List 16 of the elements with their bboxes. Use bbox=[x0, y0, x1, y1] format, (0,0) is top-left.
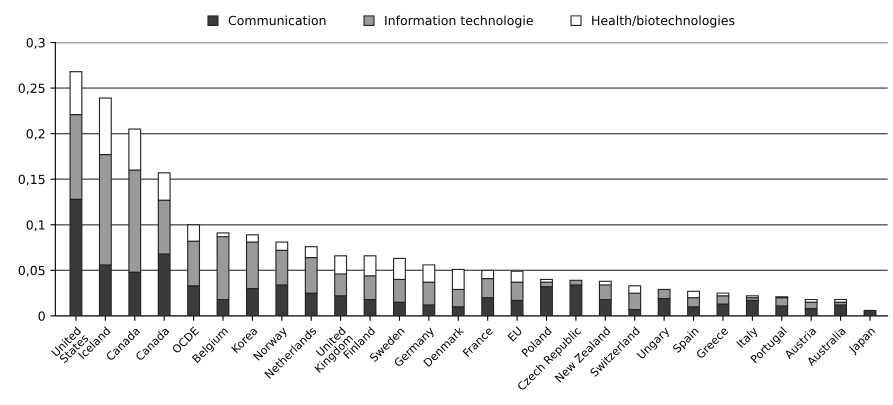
y-tick-label: 0,15 bbox=[18, 174, 45, 186]
bar bbox=[569, 284, 582, 316]
legend-label: Information technologie bbox=[385, 16, 533, 28]
x-tick-label: EU bbox=[507, 326, 522, 342]
legend-label: Communication bbox=[228, 16, 326, 26]
y-tick-label: 0,3 bbox=[26, 38, 45, 49]
y-tick-label: 0,25 bbox=[18, 84, 45, 94]
y-tick-label: 0 bbox=[38, 311, 45, 321]
bar bbox=[540, 286, 553, 316]
legend-label: Health/biotechnologies bbox=[592, 16, 734, 28]
bar bbox=[834, 298, 848, 303]
y-tick-label: 0,05 bbox=[18, 266, 45, 277]
y-tick-label: 0,1 bbox=[26, 220, 44, 231]
bar bbox=[864, 310, 876, 316]
bar bbox=[746, 300, 759, 316]
y-tick-label: 0,2 bbox=[26, 129, 44, 140]
